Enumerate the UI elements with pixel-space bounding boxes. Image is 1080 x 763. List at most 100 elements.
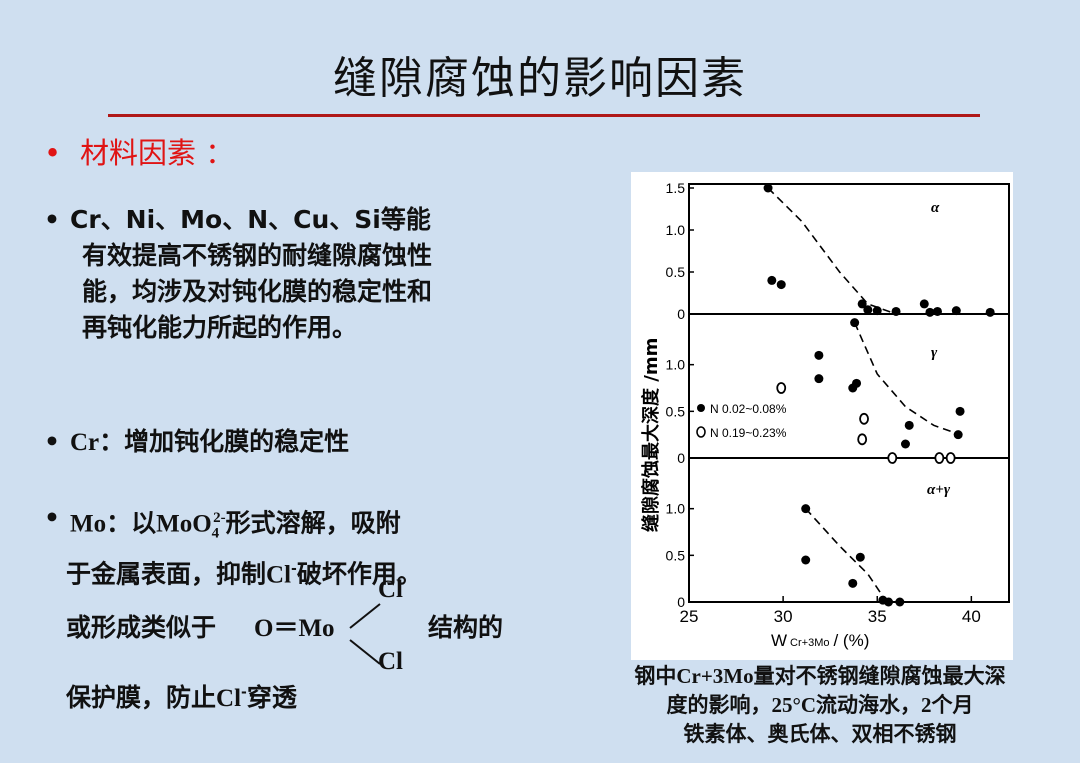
- x-axis-label: W Cr+3Mo / (%): [771, 631, 869, 650]
- data-point-filled: [848, 578, 858, 588]
- panel-label: α+γ: [927, 482, 951, 498]
- data-point-filled: [951, 306, 961, 316]
- structure-bonds: [349, 603, 381, 665]
- bullet-text: 形式溶解，吸附: [225, 508, 401, 538]
- data-point-filled: [919, 299, 929, 309]
- figure-panel: 1.5 1.0 0.5 0 α 1.0 0.5 0 γ 1.0 0.5 0 α+γ N 0.02~0.08…: [631, 172, 1013, 660]
- protect-line: 保护膜，防止Cl-穿透: [66, 678, 297, 714]
- bullet-mo: • Mo：以MoO42-形式溶解，吸附 于金属表面，抑制Cl-破坏作用。: [44, 500, 540, 594]
- data-point-filled: [900, 439, 910, 449]
- panel-label: α: [931, 200, 940, 216]
- trend-line: [853, 322, 961, 436]
- data-point-filled: [857, 299, 867, 309]
- bullet-text: ：增加钝化膜的稳定性: [99, 427, 350, 456]
- y-tick-label: 0.5: [666, 264, 686, 280]
- caption-text: 度的影响，: [666, 693, 772, 717]
- structure-cl-top: Cl: [378, 576, 403, 603]
- legend-marker-open: [696, 426, 706, 438]
- legend-label: N 0.02~0.08%: [710, 402, 787, 416]
- y-tick-label: 1.0: [666, 501, 686, 517]
- panel-label: γ: [931, 345, 938, 361]
- caption-temp: 25°C: [771, 693, 817, 717]
- bullet-line: 能，均涉及对钝化膜的稳定性和: [82, 277, 433, 306]
- bullet-line: Cr、Ni、Mo、N、Cu、Si等能: [70, 205, 431, 234]
- caption-text: 量对不锈钢缝隙腐蚀最大深: [753, 664, 1006, 688]
- bullet-dot: •: [44, 205, 60, 234]
- x-tick-label: 30: [774, 607, 793, 626]
- data-point-filled: [855, 552, 865, 562]
- data-point-open: [945, 452, 956, 464]
- charge-superscript: -: [291, 561, 297, 578]
- data-point-filled: [763, 183, 773, 193]
- bullet-alloy-elements: • Cr、Ni、Mo、N、Cu、Si等能 有效提高不锈钢的耐缝隙腐蚀性 能，均涉…: [44, 202, 540, 346]
- data-point-filled: [814, 350, 824, 360]
- data-point-open: [934, 452, 945, 464]
- caption-text: 铁素体、奥氏体、双相不锈钢: [683, 722, 957, 746]
- data-point-filled: [872, 306, 882, 316]
- chloride-symbol: Cl: [216, 685, 242, 712]
- legend-marker-filled: [697, 404, 705, 412]
- plot-frame: [688, 183, 1010, 603]
- legend-label: N 0.19~0.23%: [710, 426, 787, 440]
- data-point-open: [887, 452, 898, 464]
- subhead-text: 材料因素 ：: [80, 136, 235, 170]
- data-point-filled: [925, 307, 935, 317]
- data-point-filled: [801, 504, 811, 514]
- y-tick-label: 1.0: [666, 357, 686, 373]
- data-point-filled: [801, 555, 811, 565]
- structure-cl-bottom: Cl: [378, 648, 403, 675]
- data-point-filled: [955, 406, 965, 416]
- trend-line: [805, 508, 888, 603]
- data-point-filled: [852, 378, 862, 388]
- bullet-text: 破坏作用。: [296, 559, 422, 589]
- caption-formula: Cr+3Mo: [676, 664, 754, 688]
- data-point-filled: [863, 305, 873, 315]
- y-tick-label: 0: [677, 594, 685, 610]
- bullet-dot: •: [44, 427, 60, 456]
- chart-svg: 1.5 1.0 0.5 0 α 1.0 0.5 0 γ 1.0 0.5 0 α+γ N 0.02~0.08…: [640, 180, 1010, 650]
- formula-subscript: 4: [211, 525, 220, 542]
- element-symbol: Cr: [70, 429, 100, 456]
- y-tick-label: 0: [677, 306, 685, 322]
- y-tick-label: 1.0: [666, 222, 686, 238]
- subhead: • 材料因素 ：: [44, 130, 234, 172]
- x-tick-label: 40: [962, 607, 981, 626]
- chloride-symbol: Cl: [266, 561, 292, 589]
- structure-suffix: 结构的: [428, 613, 504, 642]
- data-point-filled: [953, 430, 963, 440]
- bullet-text: ：以: [106, 508, 157, 538]
- caption-text: 流动海水，: [816, 693, 922, 717]
- data-point-open: [776, 382, 787, 394]
- y-tick-label: 1.5: [666, 180, 686, 196]
- bullet-dot: •: [44, 503, 60, 532]
- structure-formula: O＝Mo: [254, 615, 335, 642]
- y-tick-label: 0.5: [666, 547, 686, 563]
- bullet-cr: • Cr：增加钝化膜的稳定性: [44, 424, 350, 461]
- x-tick-label: 25: [680, 607, 699, 626]
- molybdate-formula: MoO: [156, 510, 212, 538]
- data-point-filled: [767, 275, 777, 285]
- x-tick-label: 35: [868, 607, 887, 626]
- data-point-open: [859, 412, 869, 425]
- data-point-filled: [814, 374, 824, 384]
- data-point-filled: [895, 597, 905, 607]
- caption-text: 钢中: [634, 664, 677, 688]
- caption-number: 2: [921, 693, 932, 717]
- data-point-filled: [932, 306, 942, 316]
- protect-text: 穿透: [246, 683, 297, 712]
- title-divider: [108, 114, 980, 117]
- subhead-bullet: •: [44, 136, 62, 170]
- bullet-text: 于金属表面，抑制: [66, 559, 267, 589]
- bullet-line: 再钝化能力所起的作用。: [82, 313, 358, 342]
- caption-text: 个月: [931, 693, 974, 717]
- y-tick-label: 0.5: [666, 403, 686, 419]
- data-point-filled: [904, 420, 914, 430]
- data-point-filled: [985, 307, 995, 317]
- data-point-filled: [776, 280, 786, 290]
- data-point-filled: [891, 306, 901, 316]
- data-point-filled: [850, 318, 860, 328]
- slide-title: 缝隙腐蚀的影响因素: [333, 53, 747, 104]
- protect-text: 保护膜，防止: [66, 683, 217, 712]
- data-point-open: [857, 433, 868, 446]
- figure-caption: 钢中Cr+3Mo量对不锈钢缝隙腐蚀最大深 度的影响，25°C流动海水，2个月 铁…: [570, 662, 1070, 749]
